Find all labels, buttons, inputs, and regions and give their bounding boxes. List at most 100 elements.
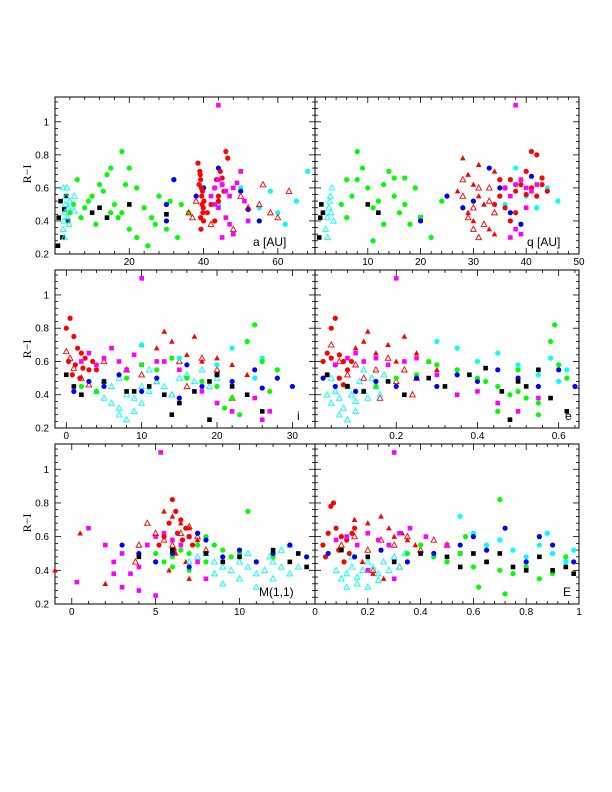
- point-magenta-square: [153, 534, 158, 539]
- point-red-triangle-open: [364, 546, 372, 553]
- point-red-circle: [178, 517, 184, 523]
- point-red-circle: [528, 148, 535, 155]
- point-green-circle: [245, 508, 251, 514]
- point-cyan-circle: [556, 378, 562, 385]
- point-cyan-triangle-open: [62, 192, 70, 199]
- point-cyan-triangle-open: [326, 192, 334, 199]
- point-red-triangle-open: [207, 220, 215, 227]
- panel-q: 10 20 30 40 50 q [AU]: [314, 96, 585, 268]
- point-red-triangle-open: [70, 364, 78, 371]
- point-red-circle: [200, 205, 206, 211]
- point-red-triangle: [465, 171, 471, 177]
- point-cyan-triangle-open: [335, 410, 343, 418]
- point-red-triangle-open: [351, 532, 359, 540]
- point-cyan-circle: [536, 542, 543, 548]
- point-magenta-square: [502, 185, 508, 191]
- point-green-circle: [381, 181, 387, 188]
- point-cyan-triangle-open: [123, 390, 131, 398]
- point-red-circle: [341, 559, 347, 565]
- point-green-circle: [119, 210, 125, 216]
- point-magenta-square: [101, 355, 107, 361]
- point-magenta-square: [223, 188, 229, 194]
- point-green-circle: [78, 215, 84, 221]
- point-magenta-square: [513, 102, 518, 108]
- point-red-triangle: [481, 201, 487, 207]
- point-cyan-circle: [214, 362, 220, 368]
- point-red-triangle: [194, 537, 201, 543]
- point-red-circle: [212, 218, 218, 224]
- point-red-triangle: [385, 341, 391, 348]
- point-cyan-circle: [544, 530, 550, 536]
- point-magenta-square: [216, 205, 221, 211]
- point-cyan-triangle-open: [210, 557, 218, 565]
- point-green-circle: [167, 198, 173, 204]
- point-red-circle: [523, 168, 529, 174]
- point-red-triangle-open: [285, 187, 293, 194]
- point-green-circle: [123, 375, 130, 381]
- point-magenta-square: [242, 198, 247, 204]
- point-green-circle: [552, 322, 558, 328]
- point-cyan-triangle-open: [235, 574, 244, 582]
- point-magenta-square: [116, 359, 122, 364]
- point-cyan-circle: [293, 198, 300, 204]
- point-magenta-square: [79, 359, 84, 364]
- point-red-triangle: [470, 181, 477, 187]
- point-red-triangle-open: [135, 541, 143, 548]
- point-blue-circle: [289, 383, 295, 390]
- point-cyan-triangle-open: [160, 382, 168, 390]
- point-red-triangle-open: [77, 374, 85, 381]
- point-magenta-square: [345, 355, 350, 361]
- point-green-circle: [535, 412, 541, 418]
- point-magenta-square: [393, 276, 399, 281]
- point-magenta-square: [518, 177, 524, 182]
- point-cyan-circle: [229, 345, 235, 351]
- point-red-circle: [539, 181, 545, 188]
- point-black-square: [287, 559, 293, 565]
- point-green-circle: [186, 550, 192, 557]
- point-green-circle: [510, 571, 516, 577]
- data-points: [320, 450, 577, 597]
- point-blue-circle: [556, 367, 562, 373]
- point-cyan-triangle-open: [244, 562, 252, 570]
- point-cyan-triangle-open: [227, 566, 235, 573]
- point-red-triangle-open: [66, 354, 74, 361]
- point-red-circle: [80, 365, 86, 371]
- point-green-circle: [515, 367, 521, 373]
- x-tick-label: 30: [468, 257, 480, 268]
- point-cyan-circle: [139, 342, 145, 348]
- point-cyan-triangle-open: [339, 404, 347, 411]
- point-green-circle: [457, 550, 463, 557]
- point-blue-circle: [460, 205, 466, 211]
- point-green-circle: [252, 322, 258, 328]
- point-red-triangle: [199, 358, 205, 364]
- point-red-triangle: [491, 168, 498, 174]
- point-red-triangle: [491, 231, 498, 237]
- point-red-triangle: [413, 350, 420, 356]
- panel-frame: [54, 96, 316, 255]
- y-tick-label: 0.4: [35, 390, 49, 401]
- point-cyan-triangle-open: [368, 374, 376, 381]
- y-tick-label: 0.8: [35, 324, 49, 335]
- point-green-circle: [203, 559, 209, 565]
- point-magenta-square: [523, 185, 529, 191]
- point-red-circle: [75, 345, 81, 351]
- point-magenta-square: [508, 193, 513, 199]
- point-cyan-triangle-open: [190, 377, 198, 385]
- point-cyan-triangle-open: [277, 562, 286, 570]
- data-points: [62, 276, 295, 423]
- point-blue-circle: [353, 388, 359, 395]
- point-black-square: [365, 554, 371, 560]
- point-red-circle: [217, 168, 223, 174]
- point-red-triangle: [465, 209, 471, 215]
- point-magenta-square: [365, 568, 371, 573]
- tick-marks: [314, 444, 580, 605]
- point-green-circle: [93, 221, 99, 227]
- point-green-circle: [82, 205, 88, 211]
- point-blue-circle: [502, 525, 508, 531]
- point-green-circle: [386, 168, 392, 174]
- point-magenta-square: [219, 235, 225, 240]
- point-cyan-triangle-open: [252, 583, 260, 590]
- point-red-circle: [352, 525, 358, 531]
- point-magenta-square: [518, 231, 524, 237]
